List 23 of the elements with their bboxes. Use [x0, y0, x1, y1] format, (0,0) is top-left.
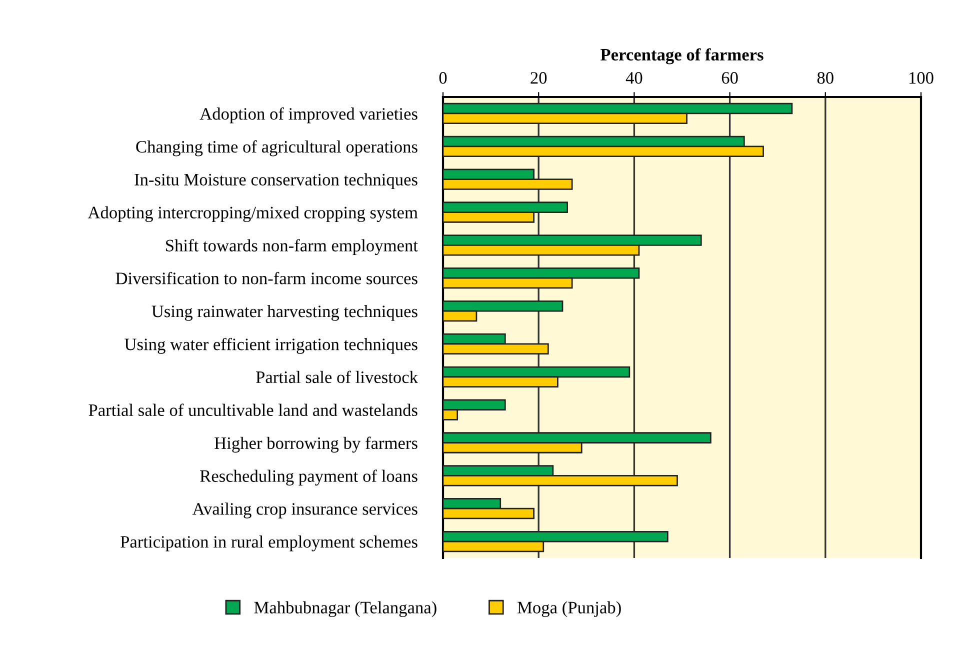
y-tick-label: Rescheduling payment of loans: [200, 470, 418, 486]
y-tick-label: Shift towards non-farm employment: [166, 239, 418, 256]
y-tick-label: Partial sale of livestock: [256, 370, 418, 384]
y-tick-label: Higher borrowing by farmers: [214, 436, 418, 453]
y-tick-label: In-situ Moisture conservation techniques: [134, 173, 418, 190]
x-tick-label: 80: [817, 72, 834, 84]
y-tick-label: Changing time of agricultural operations: [136, 140, 418, 156]
y-tick-label: Using rainwater harvesting techniques: [152, 305, 418, 321]
x-tick-label: 60: [722, 72, 738, 84]
legend-label: Mahbubnagar (Telangana): [254, 601, 436, 618]
y-tick-label: Participation in rural employment schemes: [120, 536, 418, 552]
y-tick-label: Diversification to non-farm income sources: [116, 272, 418, 284]
y-tick-label: Partial sale of uncultivable land and wastelands: [88, 404, 418, 416]
x-tick-label: 0: [439, 72, 447, 84]
x-tick-label: 40: [626, 72, 642, 84]
legend-label: Moga (Punjab): [518, 601, 621, 618]
x-tick-label: 100: [910, 72, 934, 84]
y-tick-label: Adopting intercropping/mixed cropping system: [88, 206, 418, 222]
y-tick-label: Using water efficient irrigation techniques: [124, 338, 418, 354]
y-tick-label: Availing crop insurance services: [192, 502, 418, 518]
x-axis-title: Percentage of farmers: [600, 48, 764, 64]
x-tick-label: 20: [530, 72, 547, 84]
y-tick-label: Adoption of improved varieties: [200, 107, 418, 124]
